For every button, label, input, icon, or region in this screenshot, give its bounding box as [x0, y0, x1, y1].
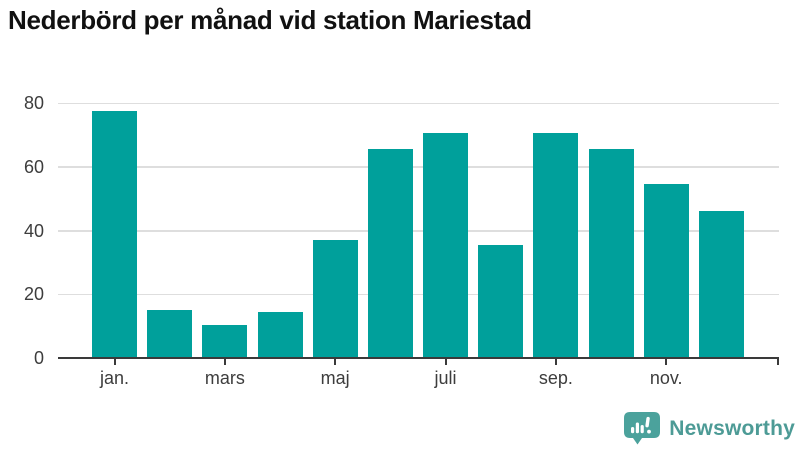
bar-sep. [533, 133, 579, 358]
x-axis-end-tick [777, 359, 779, 365]
x-tick-jan. [113, 359, 116, 365]
bar-april [257, 311, 303, 358]
x-slot-feb. [147, 359, 192, 393]
logo-bar-medium [640, 425, 645, 434]
x-slot-nov.: nov. [644, 359, 689, 393]
newsworthy-logo-text: Newsworthy [669, 416, 795, 440]
bar-jan. [92, 110, 137, 358]
plot-area: jan. mars maj juli sep. nov. [58, 102, 779, 388]
gridline-20 [58, 293, 779, 296]
x-tick-label-nov.: nov. [649, 368, 683, 388]
x-tick-label-mars: mars [204, 368, 245, 388]
newsworthy-logo-icon [624, 412, 661, 445]
y-tick-label-0: 0 [33, 348, 44, 368]
x-slot-juni [368, 359, 413, 393]
bar-aug. [478, 244, 524, 358]
bar-juli [423, 133, 469, 358]
logo-exclamation-dot [647, 429, 652, 434]
x-slot-april [258, 359, 303, 393]
y-tick-label-20: 20 [23, 284, 44, 305]
gridline-80 [58, 102, 779, 104]
gridline-40 [58, 230, 779, 232]
logo-bar-tall [636, 422, 640, 434]
x-slot-okt. [589, 359, 634, 393]
bar-nov. [643, 184, 689, 358]
newsworthy-logo[interactable]: Newsworthy [624, 412, 795, 445]
bar-juni [367, 149, 413, 358]
x-tick-maj [334, 359, 337, 365]
gridline-60 [58, 166, 779, 168]
y-tick-label-40: 40 [23, 220, 44, 241]
x-axis: jan. mars maj juli sep. nov. [92, 359, 744, 393]
x-axis-line [58, 357, 779, 359]
x-slot-dec. [699, 359, 744, 393]
x-tick-label-maj: maj [320, 368, 350, 388]
bar-feb. [147, 310, 193, 358]
x-slot-aug. [478, 359, 523, 393]
x-tick-label-juli: juli [434, 368, 457, 388]
bars-container [92, 103, 744, 358]
logo-bar-small [631, 427, 635, 434]
x-tick-label-sep.: sep. [538, 368, 573, 388]
x-tick-nov. [665, 359, 668, 365]
x-slot-mars: mars [202, 359, 247, 393]
x-tick-juli [444, 359, 447, 365]
bar-mars [202, 324, 248, 358]
x-slot-juli: juli [423, 359, 468, 393]
x-slot-maj: maj [313, 359, 358, 393]
x-slot-jan.: jan. [92, 359, 137, 393]
y-axis-labels: 0 20 40 60 80 [0, 93, 44, 368]
bar-okt. [588, 149, 634, 358]
x-slot-sep.: sep. [533, 359, 578, 393]
y-tick-label-60: 60 [23, 156, 44, 177]
x-tick-sep. [554, 359, 557, 365]
x-tick-label-jan.: jan. [99, 368, 130, 388]
chart-title: Nederbörd per månad vid station Mariesta… [8, 5, 532, 35]
bar-maj [312, 240, 358, 358]
bar-dec. [698, 211, 744, 358]
y-tick-label-80: 80 [23, 93, 44, 113]
x-tick-mars [223, 359, 226, 365]
logo-exclamation-bar [645, 416, 651, 428]
